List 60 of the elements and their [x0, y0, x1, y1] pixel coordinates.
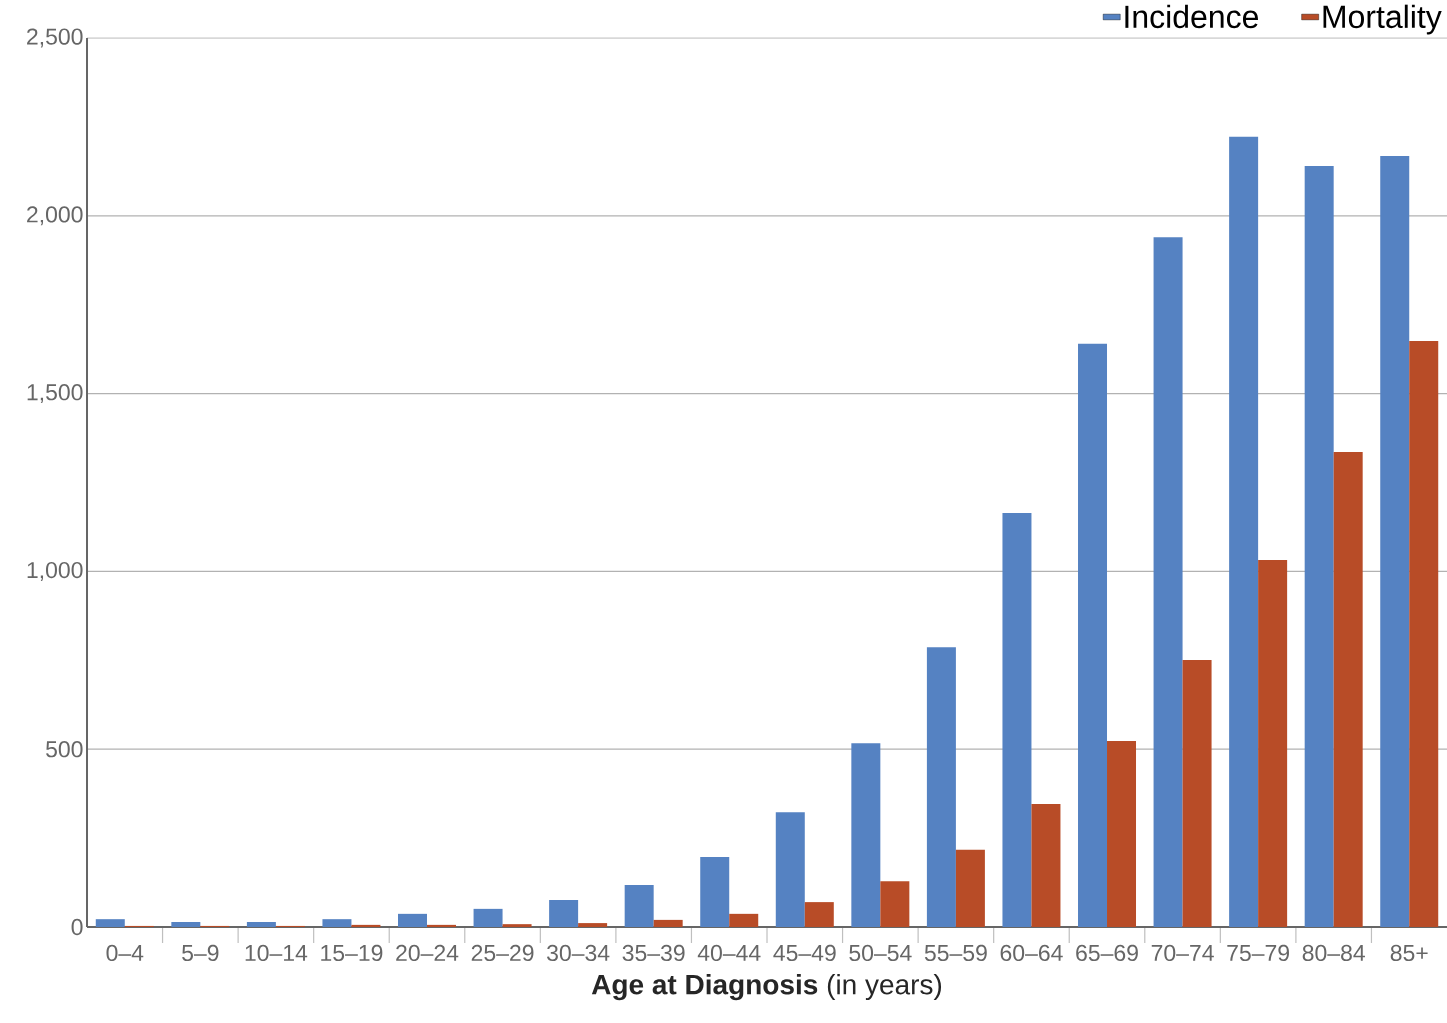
bar — [851, 743, 881, 927]
bar — [578, 923, 608, 927]
x-tick-label: 10–14 — [245, 944, 308, 962]
x-tick-label: 45–49 — [773, 944, 836, 962]
bar — [351, 924, 381, 927]
bar — [804, 902, 834, 927]
x-tick-label: 55–59 — [924, 944, 987, 962]
bar — [398, 913, 427, 927]
bar — [1380, 156, 1410, 927]
x-tick-label: 25–29 — [471, 944, 534, 962]
x-tick-label: 80–84 — [1302, 944, 1365, 962]
bar — [1258, 560, 1288, 927]
x-tick-label: 5–9 — [182, 944, 219, 962]
bar — [1078, 343, 1108, 927]
legend-label: Mortality — [1323, 4, 1442, 35]
x-tick-label: 40–44 — [697, 944, 761, 962]
bar — [624, 885, 654, 927]
bar — [1409, 340, 1439, 927]
bar — [427, 924, 457, 927]
x-tick-label: 15–19 — [321, 944, 383, 962]
bar — [473, 908, 503, 927]
bar — [880, 881, 910, 927]
bar — [729, 913, 759, 927]
bar — [1031, 803, 1061, 927]
y-tick-label: 1,000 — [27, 561, 83, 581]
x-tick-label: 20–24 — [396, 944, 459, 962]
bar — [1182, 659, 1212, 927]
y-tick-label: 2,500 — [27, 28, 83, 48]
x-axis-title: Age at Diagnosis (in years) — [591, 973, 942, 1001]
bar — [1333, 451, 1363, 927]
bar — [322, 919, 352, 927]
x-tick-label: 50–54 — [849, 944, 912, 962]
y-tick-label: 0 — [71, 918, 83, 936]
bar — [502, 924, 532, 927]
y-tick-label: 2,000 — [27, 206, 83, 226]
bar — [926, 647, 956, 927]
x-tick-label: 60–64 — [1000, 944, 1063, 962]
legend-label: Incidence — [1125, 4, 1258, 29]
x-tick-label: 0–4 — [106, 944, 144, 962]
y-tick-label: 1,500 — [27, 384, 83, 404]
x-tick-label: 30–34 — [547, 944, 610, 962]
bar — [955, 849, 985, 927]
y-tick-label: 500 — [46, 741, 83, 758]
bar — [95, 919, 125, 927]
bar — [171, 922, 201, 927]
bar — [653, 919, 683, 927]
x-tick-label: 65–69 — [1076, 944, 1138, 962]
bar — [700, 856, 730, 927]
bar — [775, 812, 805, 927]
bar — [1107, 741, 1137, 927]
x-tick-label: 70–74 — [1151, 944, 1214, 962]
x-tick-label: 75–79 — [1227, 944, 1289, 962]
bar — [549, 899, 579, 927]
bar — [246, 922, 276, 927]
bar — [1304, 166, 1334, 927]
bar — [1002, 513, 1032, 927]
x-tick-label: 85+ — [1390, 944, 1428, 962]
bar — [1153, 237, 1183, 927]
x-tick-label: 35–39 — [622, 944, 685, 962]
bar — [1229, 136, 1259, 927]
